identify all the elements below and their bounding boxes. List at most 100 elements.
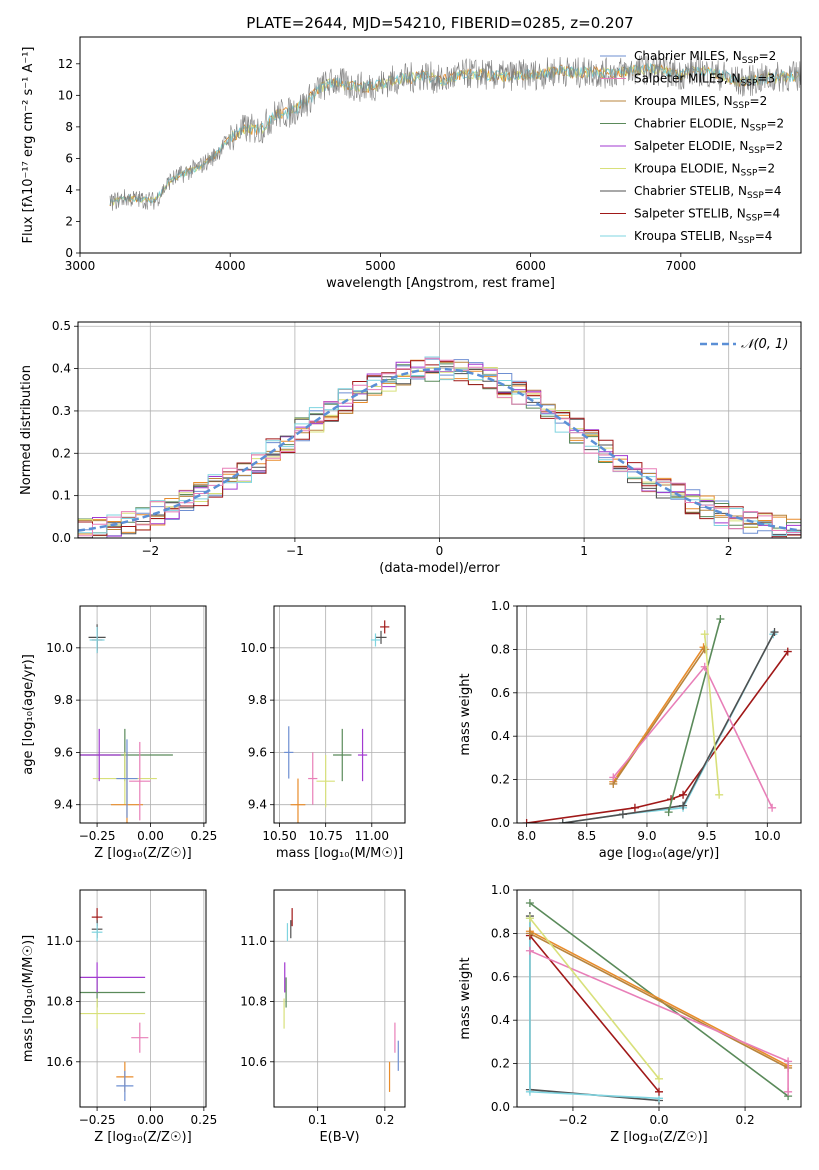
x-tick-label: 2 [725,544,733,558]
plus-marker [784,1057,793,1066]
y-tick-label: 4 [65,183,73,197]
y-tick-label: 10.0 [240,641,267,655]
plus-marker [679,790,688,799]
plus-marker [525,914,534,923]
series-line [667,618,722,813]
y-tick-label: 11.0 [46,934,73,948]
series-line [562,631,776,823]
x-axis-label: Z [log₁₀(Z/Z☉)] [610,1130,707,1145]
y-tick-label: 9.4 [248,798,267,812]
y-tick-label: 0.0 [491,1100,510,1114]
panel-mass-vs-EBV: 0.1 0.2 10.6 10.8 11.0 E(B-V) [240,889,406,1145]
legend-label: Salpeter STELIB, NSSP=4 [634,207,780,224]
x-tick-label: 9.0 [637,829,656,843]
x-tick-label: 4000 [215,259,246,273]
y-tick-label: 6 [65,151,73,165]
plus-marker [525,1087,534,1096]
plus-marker [655,1087,663,1096]
y-tick-label: 0.2 [491,1057,510,1071]
axes-frame [516,605,802,824]
x-axis-label: Z [log₁₀(Z/Z☉)] [94,846,191,861]
plus-marker [768,803,777,812]
series-line [529,918,660,1100]
y-axis-label: mass weight [458,673,473,755]
plot-area [525,899,793,1105]
series-line [529,935,660,1093]
x-tick-label: 10.50 [262,829,296,843]
axes-frame [79,605,207,824]
legend-spectrum: Chabrier MILES, NSSP=2 Salpeter MILES, NS… [600,49,784,246]
y-tick-label: 0.6 [491,686,510,700]
y-tick-label: 9.4 [54,798,73,812]
plot-area [78,356,801,538]
plot-area [284,620,390,823]
x-tick-label: 0.2 [736,1113,755,1127]
y-tick-label: 0.0 [52,531,71,545]
legend-label: Salpeter ELODIE, NSSP=2 [634,139,783,156]
legend-label: Chabrier ELODIE, NSSP=2 [634,117,784,134]
y-tick-label: 1.0 [491,599,510,613]
plus-marker [715,790,724,799]
plus-marker [525,946,534,955]
x-tick-label: 0.25 [191,1113,218,1127]
x-axis-label: E(B-V) [319,1130,359,1145]
y-tick-label: 0.8 [491,642,510,656]
x-tick-label: 0.1 [308,1113,327,1127]
x-tick-label: 6000 [515,259,546,273]
legend-label: Chabrier STELIB, NSSP=4 [634,184,782,201]
y-tick-label: 10.0 [46,641,73,655]
x-tick-label: 5000 [365,259,396,273]
x-tick-label: 0.00 [137,1113,164,1127]
y-tick-label: 9.6 [248,745,267,759]
x-axis-label: Z [log₁₀(Z/Z☉)] [94,1130,191,1145]
y-axis-label: mass [log₁₀(M/M☉)] [21,935,36,1062]
y-tick-label: 0.2 [52,446,71,460]
x-tick-label: 0.00 [137,829,164,843]
axes-frame [516,889,802,1108]
plus-marker [522,819,531,823]
y-tick-label: 0.4 [491,729,510,743]
y-axis-label: mass weight [458,957,473,1039]
series-line [529,917,660,1080]
panel-age-vs-Z: −0.25 0.00 0.25 9.4 9.6 9.8 10.0 Z [log₁₀(Z/Z☉)… [21,605,217,861]
x-tick-label: 7000 [666,259,697,273]
y-tick-label: 8 [65,120,73,134]
y-tick-label: 0 [65,246,73,260]
plus-marker [783,647,792,656]
x-tick-label: 9.5 [698,829,717,843]
y-axis-label: Flux [fλ10⁻¹⁷ erg cm⁻² s⁻¹ A⁻¹] [21,47,36,244]
y-axis-label: age [log₁₀(age/yr)] [21,654,36,775]
x-tick-label: −0.2 [558,1113,587,1127]
panel-massweight-vs-Z: −0.2 0.0 0.2 0.0 0.2 0.4 0.6 0.8 1.0 Z [log₁₀(Z/Z… [458,883,802,1145]
panel-age-vs-mass: 10.50 10.75 11.00 9.4 9.6 9.8 10.0 mass [log₁₀(… [240,605,406,861]
x-tick-label: 10.75 [308,829,342,843]
axes-frame [77,321,802,539]
x-tick-label: 0 [436,544,444,558]
plus-marker [558,819,567,823]
x-axis-label: wavelength [Angstrom, rest frame] [326,276,555,291]
series-line [612,648,706,785]
x-axis-label: age [log₁₀(age/yr)] [599,846,720,861]
plus-marker [700,645,709,654]
panel-mass-vs-Z: −0.25 0.00 0.25 10.6 10.8 11.0 Z [log₁₀(Z/Z☉)]… [21,889,218,1145]
x-tick-label: 3000 [65,259,96,273]
spectrum-line [109,61,801,205]
plot-area [109,53,801,211]
y-tick-label: 10 [58,88,73,102]
y-tick-label: 0.8 [491,926,510,940]
normal-curve [78,367,801,532]
plus-marker [784,1087,793,1096]
legend-label: Kroupa STELIB, NSSP=4 [634,229,772,246]
panel-spectrum: 3000 4000 5000 6000 7000 0 2 4 6 8 10 12 wavelength … [21,36,802,291]
plus-marker [618,810,627,819]
legend-label: Kroupa ELODIE, NSSP=2 [634,162,775,179]
series-line [529,932,789,1069]
panel-massweight-vs-age: 8.0 8.5 9.0 9.5 10.0 0.0 0.2 0.4 0.6 0.8 1.0 age [l… [458,599,802,861]
x-tick-label: −1 [286,544,304,558]
series-line [529,902,789,1097]
plus-marker [525,899,534,908]
plus-marker [609,773,618,782]
y-tick-label: 9.6 [54,745,73,759]
y-tick-label: 0.3 [52,404,71,418]
y-tick-label: 0.5 [52,319,71,333]
